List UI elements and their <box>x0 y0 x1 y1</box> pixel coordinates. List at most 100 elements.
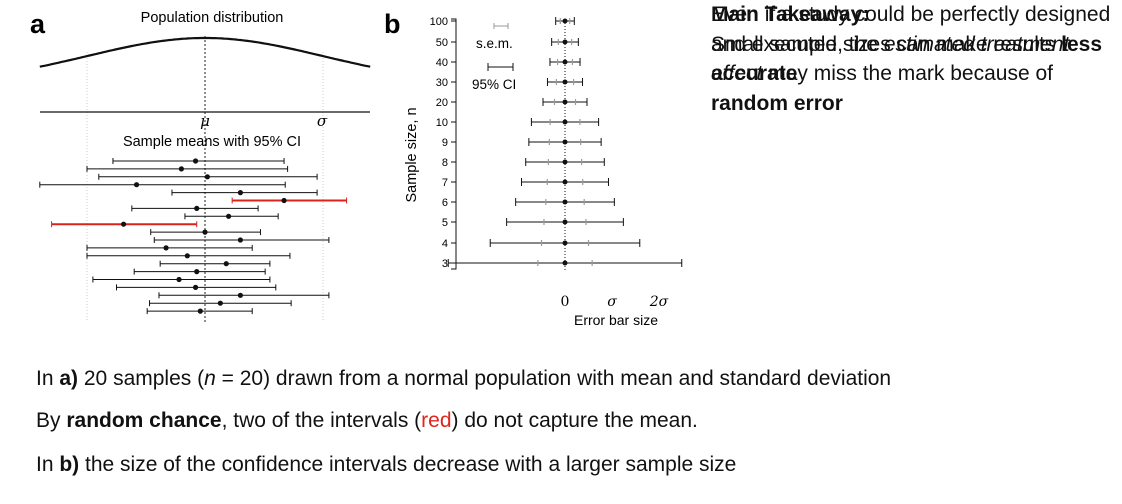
sample-interval <box>86 165 289 172</box>
errorbar-row <box>530 118 600 126</box>
mean-dot <box>562 99 568 105</box>
panel-b-y-axis <box>451 18 457 270</box>
panel-b-errorbars <box>447 17 683 267</box>
sample-interval <box>171 189 318 196</box>
mean-dot <box>562 219 568 225</box>
intro-bold: random error <box>711 91 843 115</box>
mean-dot <box>562 159 568 165</box>
panel-b-y-ticks: 100 50 40 30 20 10 9 8 7 6 5 4 3 <box>430 16 456 270</box>
y-tick-label: 8 <box>442 157 448 169</box>
sample-interval <box>51 221 198 228</box>
sample-interval <box>92 276 271 283</box>
panel-b-x-ticks: 0 σ 2σ <box>561 294 669 310</box>
errorbar-row <box>528 138 602 146</box>
sample-interval <box>153 237 330 243</box>
sample-mean-dot <box>204 174 210 180</box>
errorbar-row <box>546 78 584 86</box>
y-tick-label: 5 <box>442 217 448 229</box>
sample-mean-dot <box>192 284 199 290</box>
takeaway-bold: less accurate <box>711 32 1102 86</box>
errorbar-row <box>542 98 588 106</box>
sample-interval <box>116 284 277 291</box>
sample-mean-dot <box>178 166 184 172</box>
mean-dot <box>562 139 568 145</box>
legend-sem-label: s.e.m. <box>476 36 513 51</box>
sigma-label: σ <box>317 112 328 130</box>
sample-mean-dot <box>194 205 200 211</box>
caption-line-3: In b) the size of the confidence interva… <box>36 453 737 476</box>
y-tick-label: 10 <box>436 117 448 129</box>
errorbar-row <box>489 239 641 247</box>
y-tick-label: 100 <box>430 16 448 28</box>
errorbar-row <box>525 158 605 166</box>
sample-means-label: Sample means with 95% CI <box>123 134 301 150</box>
sample-mean-dot <box>223 261 229 267</box>
sample-mean-dot <box>197 308 203 314</box>
panel-b-legend: s.e.m. 95% CI <box>472 23 516 92</box>
mu-label: μ <box>200 112 210 130</box>
legend-sem-marker <box>493 23 509 29</box>
mean-dot <box>562 240 568 246</box>
population-curve <box>39 36 371 68</box>
sample-mean-dot <box>226 213 232 219</box>
y-tick-label: 6 <box>442 197 448 209</box>
mean-dot <box>562 179 568 185</box>
y-tick-label: 40 <box>436 57 448 69</box>
sample-interval <box>86 252 291 259</box>
errorbar-row <box>551 38 579 46</box>
sample-mean-dot <box>184 253 190 259</box>
sample-interval <box>184 213 279 220</box>
y-tick-label: 30 <box>436 77 448 89</box>
y-tick-label: 20 <box>436 97 448 109</box>
sample-mean-dot <box>202 229 208 235</box>
mean-dot <box>562 260 568 266</box>
figure: a Population distribution μ σ Sample mea… <box>30 9 683 328</box>
x-tick-label: 0 <box>561 294 570 310</box>
sample-interval <box>146 308 253 315</box>
errorbar-row <box>521 178 609 186</box>
legend-ci-label: 95% CI <box>472 77 516 92</box>
sample-interval <box>231 197 348 204</box>
errorbar-row <box>549 58 581 66</box>
mean-dot <box>562 18 568 24</box>
panel-b-label: b <box>384 9 401 39</box>
y-tick-label: 3 <box>442 258 448 270</box>
panel-a-guides <box>86 36 324 322</box>
caption-line-2: By random chance, two of the intervals (… <box>36 409 698 432</box>
x-tick-label: σ <box>607 294 617 310</box>
sample-interval <box>150 229 261 236</box>
sample-mean-dot <box>163 245 169 251</box>
intro-text-1: Even if a study could be perfectly desig… <box>711 3 1111 56</box>
errorbar-row <box>447 259 683 267</box>
sample-interval <box>149 300 292 307</box>
sample-interval <box>131 205 259 212</box>
sample-interval <box>86 244 253 251</box>
sample-interval <box>98 173 318 180</box>
sample-interval <box>112 158 285 164</box>
sample-mean-dot <box>237 190 243 196</box>
errorbar-row <box>555 17 575 25</box>
takeaway-title: Main Takeaway: <box>711 3 870 26</box>
sample-mean-dot <box>237 237 243 243</box>
errorbar-row <box>515 198 615 206</box>
mean-dot <box>562 39 568 45</box>
mean-dot <box>562 199 568 205</box>
sample-mean-dot <box>281 197 287 204</box>
y-tick-label: 9 <box>442 137 448 149</box>
legend-ci-marker <box>487 63 514 71</box>
panel-b-xlabel: Error bar size <box>574 312 658 328</box>
sample-mean-dot <box>217 300 223 306</box>
sample-interval <box>39 181 286 188</box>
mean-dot <box>562 119 568 125</box>
sample-mean-dot <box>176 276 182 283</box>
sample-mean-dot <box>133 182 140 188</box>
panel-a-title: Population distribution <box>141 10 284 26</box>
mean-dot <box>562 79 568 85</box>
x-tick-label: 2σ <box>649 294 669 310</box>
sample-mean-dot <box>194 269 200 275</box>
sample-interval <box>159 260 271 267</box>
mean-dot <box>562 59 568 65</box>
intro-paragraph: Even if a study could be perfectly desig… <box>711 0 1111 118</box>
intro-emphasis: estimated treatment effect <box>711 32 1070 86</box>
intro-text-2: may miss the mark because of <box>762 62 1053 85</box>
